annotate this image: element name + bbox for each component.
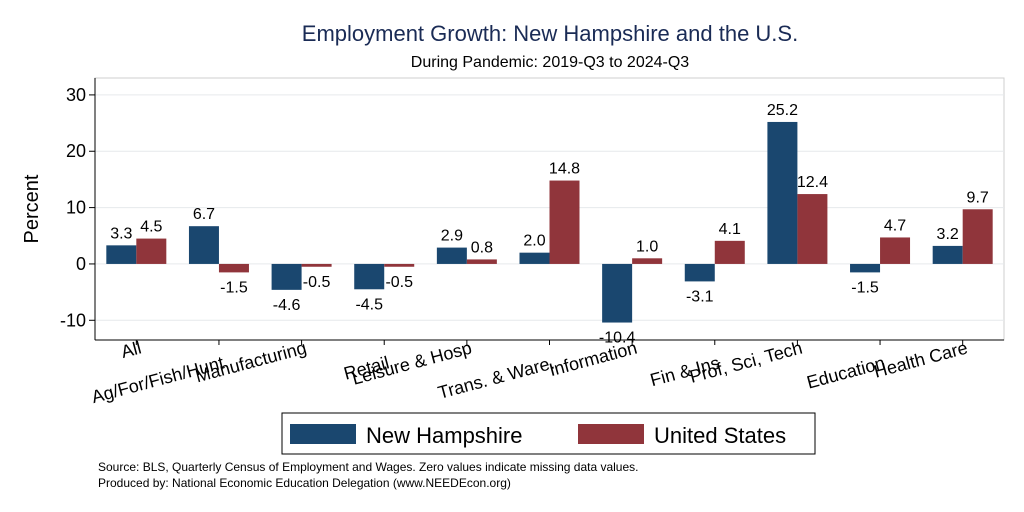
bar-united-states-trans-ware (549, 180, 580, 264)
bar-new-hampshire-fin-ins (684, 263, 715, 282)
bar-united-states-ag-for-fish-hunt (218, 263, 249, 273)
chart-title: Employment Growth: New Hampshire and the… (302, 21, 798, 46)
bar-united-states-retail (384, 263, 415, 267)
bar-new-hampshire-education (850, 263, 881, 273)
bar-united-states-fin-ins (714, 240, 745, 264)
y-tick-label: 30 (66, 85, 86, 105)
legend-label-united-states: United States (654, 423, 786, 448)
bar-united-states-information (632, 258, 663, 264)
bar-united-states-leisure-hosp (466, 259, 497, 264)
bar-new-hampshire-all (106, 245, 137, 264)
legend-swatch-new-hampshire (290, 424, 356, 444)
y-tick-label: -10 (60, 310, 86, 330)
legend-box (281, 412, 816, 455)
y-tick-label: 10 (66, 198, 86, 218)
bar-united-states-all (136, 238, 167, 264)
data-label-new-hampshire-manufacturing: -4.6 (273, 297, 301, 314)
legend-label-new-hampshire: New Hampshire (366, 423, 523, 448)
data-label-united-states-ag-for-fish-hunt: -1.5 (220, 279, 248, 296)
chart-subtitle: During Pandemic: 2019-Q3 to 2024-Q3 (411, 54, 689, 71)
data-label-united-states-retail: -0.5 (385, 274, 413, 291)
bar-united-states-manufacturing (301, 263, 332, 267)
bar-new-hampshire-manufacturing (271, 263, 302, 290)
data-label-new-hampshire-leisure-hosp: 2.9 (441, 228, 463, 245)
data-label-new-hampshire-fin-ins: -3.1 (686, 288, 714, 305)
data-label-new-hampshire-all: 3.3 (110, 225, 132, 242)
data-label-united-states-health-care: 9.7 (967, 189, 989, 206)
data-label-united-states-fin-ins: 4.1 (719, 221, 741, 238)
bar-new-hampshire-prof-sci-tech (767, 121, 798, 264)
chart-notes: Source: BLS, Quarterly Census of Employm… (98, 459, 638, 491)
data-labels: 3.3 6.7 -4.6 -4.5 2.9 2.0 -10.4 -3.1 25.2 -1.5 3.2… (110, 102, 989, 347)
data-label-united-states-all: 4.5 (140, 219, 162, 236)
bars (106, 121, 993, 323)
bar-united-states-education (880, 237, 911, 264)
data-label-new-hampshire-prof-sci-tech: 25.2 (767, 102, 798, 119)
data-label-united-states-education: 4.7 (884, 217, 906, 234)
data-label-new-hampshire-health-care: 3.2 (937, 226, 959, 243)
y-axis-label: Percent (21, 174, 43, 243)
data-label-new-hampshire-information: -10.4 (599, 330, 636, 347)
data-label-united-states-leisure-hosp: 0.8 (471, 239, 493, 256)
y-tick-label: 20 (66, 141, 86, 161)
bar-united-states-prof-sci-tech (797, 194, 828, 264)
legend-swatch-united-states (578, 424, 644, 444)
data-label-new-hampshire-trans-ware: 2.0 (523, 233, 545, 250)
bar-new-hampshire-information (602, 263, 633, 323)
data-label-new-hampshire-ag-for-fish-hunt: 6.7 (193, 206, 215, 223)
chart-svg: Employment Growth: New Hampshire and the… (21, 21, 1005, 455)
data-label-united-states-information: 1.0 (636, 238, 658, 255)
bar-united-states-health-care (962, 209, 993, 264)
data-label-united-states-prof-sci-tech: 12.4 (797, 174, 828, 191)
data-label-new-hampshire-education: -1.5 (851, 279, 879, 296)
bar-new-hampshire-ag-for-fish-hunt (188, 226, 219, 264)
x-tick-label-manufacturing: Manufacturing (193, 338, 308, 387)
bar-new-hampshire-trans-ware (519, 252, 550, 264)
x-tick-label-health-care: Health Care (872, 338, 970, 382)
x-tick-label-information: Information (547, 338, 639, 381)
source-note: Source: BLS, Quarterly Census of Employm… (98, 460, 639, 474)
bar-new-hampshire-health-care (932, 245, 963, 264)
x-tick-label-prof-sci-tech: Prof, Sci, Tech (687, 338, 804, 387)
data-label-united-states-manufacturing: -0.5 (303, 274, 331, 291)
produced-by-note: Produced by: National Economic Education… (98, 476, 511, 490)
bar-new-hampshire-leisure-hosp (436, 247, 467, 264)
x-tick-label-all: All (119, 338, 144, 362)
y-tick-label: 0 (76, 254, 86, 274)
data-label-new-hampshire-retail: -4.5 (355, 296, 383, 313)
bar-new-hampshire-retail (354, 263, 385, 290)
y-axis: -10 0 10 20 30 (60, 78, 96, 340)
legend: New Hampshire United States (281, 412, 816, 455)
data-label-united-states-trans-ware: 14.8 (549, 161, 580, 178)
